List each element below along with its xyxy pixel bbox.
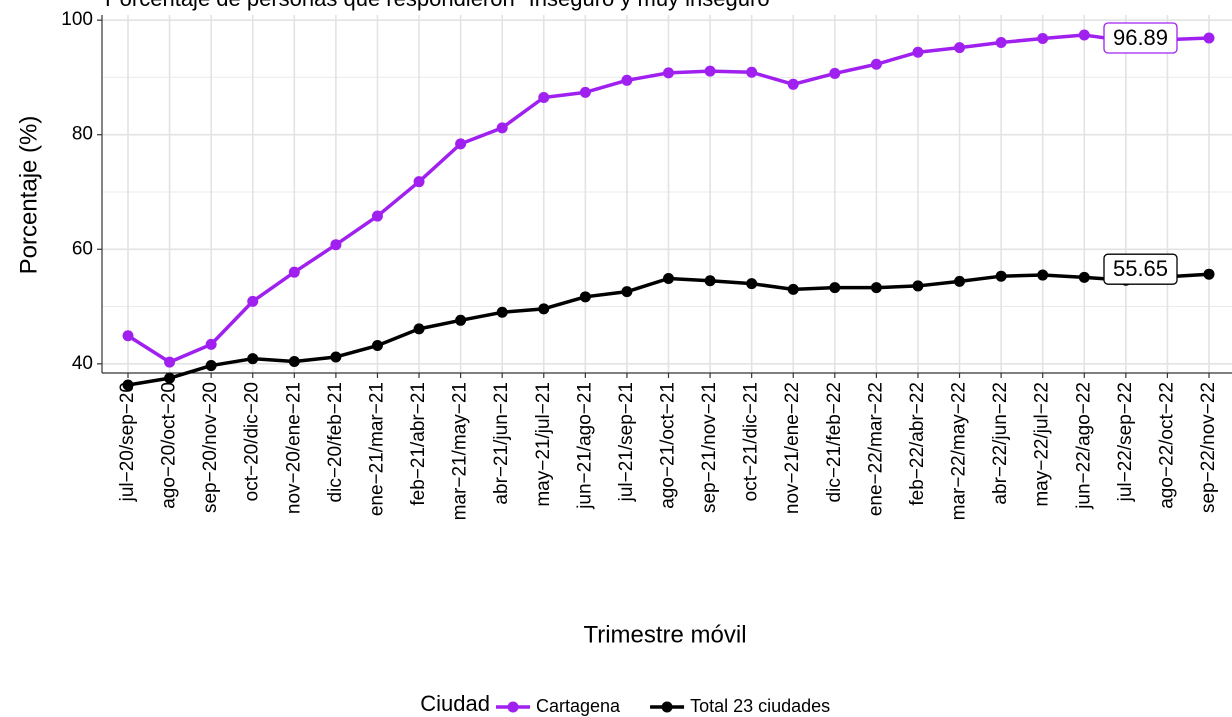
y-tick-label: 80 [72, 124, 93, 145]
series-point [954, 42, 966, 54]
series-point [330, 239, 342, 251]
series-point [371, 210, 383, 222]
series-point [205, 360, 217, 372]
value-label-box [1103, 253, 1178, 285]
series-point [787, 78, 799, 90]
x-tick-label: jul−22/sep−22 [1115, 382, 1136, 502]
x-tick-label: oct−21/dic−21 [741, 382, 762, 501]
series-point [912, 280, 924, 292]
x-tick-label: mar−21/may−21 [450, 382, 471, 520]
x-tick-label: jun−22/ago−22 [1073, 382, 1094, 510]
series-point [704, 65, 716, 77]
x-tick-label: ago−22/oct−22 [1156, 382, 1177, 509]
series-point [496, 122, 508, 134]
x-tick-label: jun−21/ago−21 [574, 382, 595, 510]
x-tick-label: mar−22/may−22 [949, 382, 970, 520]
x-tick-label: ago−21/oct−21 [658, 382, 679, 509]
x-tick-label: jul−20/sep−20 [117, 382, 138, 502]
value-label: 96.89 [1103, 22, 1178, 54]
series-point [538, 303, 550, 315]
series-point [579, 86, 591, 98]
series-point [1203, 268, 1215, 280]
x-tick-label: abr−22/jun−22 [990, 382, 1011, 505]
y-tick-label: 60 [72, 238, 93, 259]
x-tick-label: ene−21/mar−21 [366, 382, 387, 516]
series-point [247, 353, 259, 365]
series-point [164, 356, 176, 368]
series-point [787, 283, 799, 295]
series-point [621, 74, 633, 86]
chart-title: Porcentaje de personas que respondieron … [105, 0, 777, 11]
series-point [455, 138, 467, 150]
series-point [663, 67, 674, 79]
x-tick-label: dic−20/feb−21 [325, 382, 346, 502]
series-point [413, 323, 425, 335]
series-point [164, 372, 176, 384]
x-tick-label: ago−20/oct−20 [159, 382, 180, 509]
y-tick-label: 40 [72, 353, 93, 374]
series-point [247, 295, 259, 307]
x-tick-label: sep−20/nov−20 [200, 382, 221, 513]
value-label-text: 96.89 [1113, 25, 1168, 50]
legend-label: Cartagena [536, 696, 621, 716]
series-point [455, 314, 467, 326]
series-point [288, 266, 300, 278]
x-tick-label: may−22/jul−22 [1032, 382, 1053, 507]
x-tick-label: sep−21/nov−21 [699, 382, 720, 513]
x-tick-label: feb−21/abr−21 [408, 382, 429, 506]
series-point [205, 338, 217, 350]
x-axis-title: Trimestre móvil [583, 621, 746, 648]
series-point [704, 275, 716, 287]
x-tick-label: feb−22/abr−22 [907, 382, 928, 506]
x-tick-label: nov−20/ene−21 [283, 382, 304, 514]
series-point [954, 275, 966, 287]
series-point [1037, 32, 1049, 44]
x-tick-label: abr−21/jun−21 [491, 382, 512, 505]
series-point [330, 351, 342, 363]
series-point [288, 356, 300, 368]
series-point [538, 91, 550, 103]
series-point [1203, 32, 1215, 44]
x-tick-label: oct−20/dic−20 [242, 382, 263, 501]
legend-title: Ciudad [420, 691, 490, 716]
series-point [371, 340, 383, 352]
x-tick-label: dic−21/feb−22 [824, 382, 845, 502]
value-label: 55.65 [1103, 253, 1178, 285]
y-axis-title: Porcentaje (%) [15, 116, 42, 275]
legend-label: Total 23 ciudades [690, 696, 830, 716]
value-label-box [1103, 22, 1178, 54]
series-point [621, 286, 633, 298]
legend-point [507, 701, 519, 713]
value-label-text: 55.65 [1113, 256, 1168, 281]
x-tick-label: ene−22/mar−22 [865, 382, 886, 516]
series-point [746, 66, 758, 78]
series-point [829, 282, 841, 294]
series-point [746, 278, 758, 290]
series-point [1078, 29, 1090, 41]
x-tick-label: jul−21/sep−21 [616, 382, 637, 502]
series-point [912, 46, 924, 58]
x-tick-label: nov−21/ene−22 [782, 382, 803, 514]
series-point [995, 36, 1007, 48]
legend-point [661, 701, 673, 713]
series-point [870, 58, 882, 70]
series-point [122, 330, 134, 342]
series-point [995, 270, 1007, 282]
y-tick-label: 100 [61, 9, 93, 30]
series-point [496, 306, 508, 318]
series-point [1037, 269, 1049, 281]
x-tick-label: sep−22/nov−22 [1198, 382, 1219, 513]
series-point [829, 67, 841, 79]
series-point [579, 291, 591, 303]
series-point [870, 282, 882, 294]
series-point [413, 176, 425, 188]
series-point [122, 379, 134, 391]
series-point [1078, 271, 1090, 283]
series-point [663, 272, 674, 284]
x-tick-label: may−21/jul−21 [533, 382, 554, 507]
